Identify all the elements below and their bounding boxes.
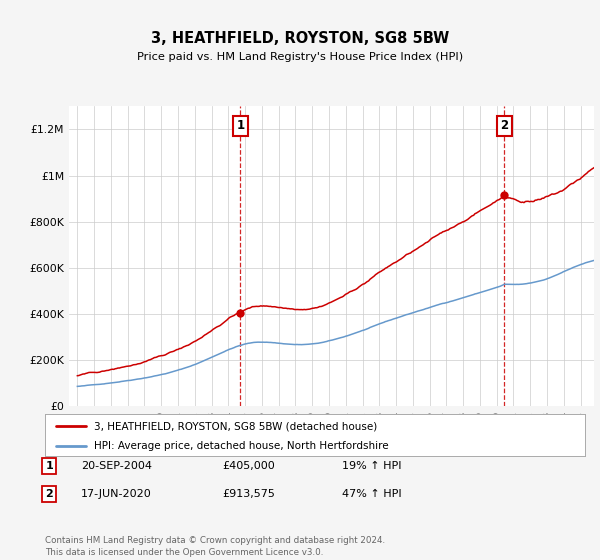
Text: HPI: Average price, detached house, North Hertfordshire: HPI: Average price, detached house, Nort…	[94, 441, 388, 451]
Text: 2: 2	[46, 489, 53, 499]
Text: £405,000: £405,000	[222, 461, 275, 471]
Text: 3, HEATHFIELD, ROYSTON, SG8 5BW: 3, HEATHFIELD, ROYSTON, SG8 5BW	[151, 31, 449, 46]
Text: 3, HEATHFIELD, ROYSTON, SG8 5BW (detached house): 3, HEATHFIELD, ROYSTON, SG8 5BW (detache…	[94, 421, 377, 431]
Text: 17-JUN-2020: 17-JUN-2020	[81, 489, 152, 499]
Text: 1: 1	[46, 461, 53, 471]
Text: Price paid vs. HM Land Registry's House Price Index (HPI): Price paid vs. HM Land Registry's House …	[137, 52, 463, 62]
Text: 2: 2	[500, 119, 508, 133]
Text: 1: 1	[236, 119, 244, 133]
Text: 19% ↑ HPI: 19% ↑ HPI	[342, 461, 401, 471]
Text: Contains HM Land Registry data © Crown copyright and database right 2024.
This d: Contains HM Land Registry data © Crown c…	[45, 536, 385, 557]
Text: 47% ↑ HPI: 47% ↑ HPI	[342, 489, 401, 499]
Text: £913,575: £913,575	[222, 489, 275, 499]
Text: 20-SEP-2004: 20-SEP-2004	[81, 461, 152, 471]
